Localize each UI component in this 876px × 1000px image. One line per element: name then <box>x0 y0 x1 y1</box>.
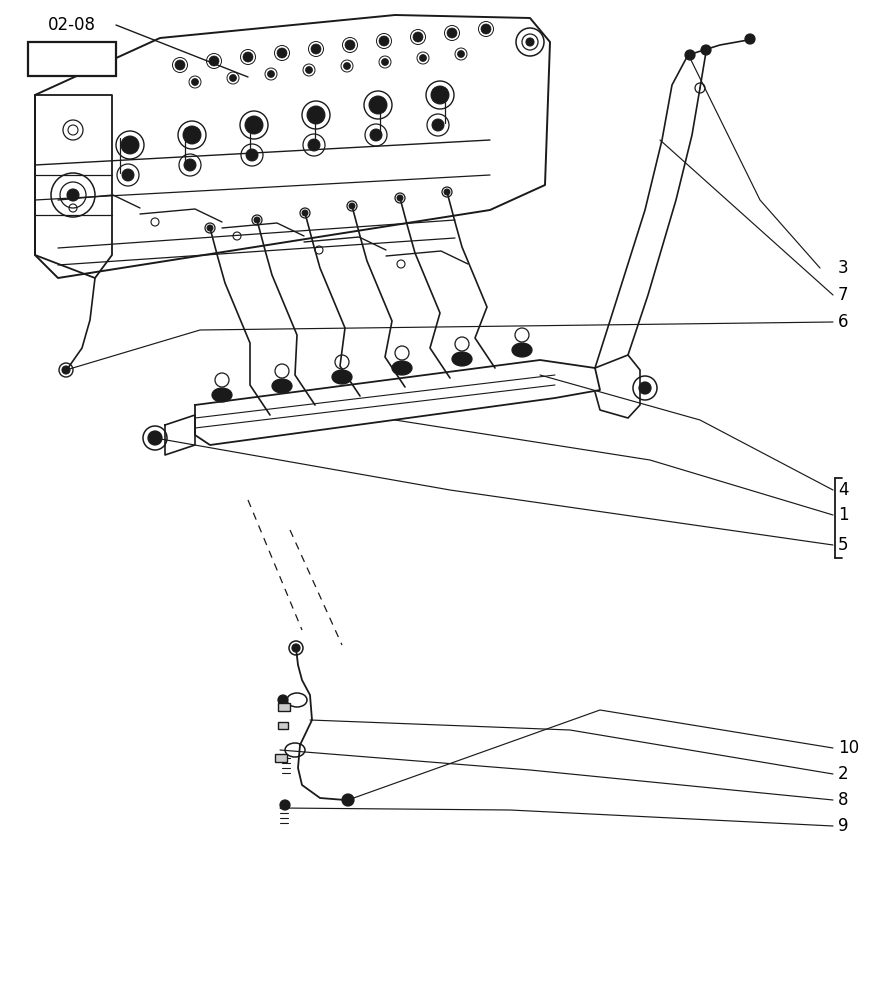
Circle shape <box>175 60 185 70</box>
Circle shape <box>62 366 70 374</box>
Text: 7: 7 <box>838 286 849 304</box>
Circle shape <box>379 36 389 46</box>
Circle shape <box>444 189 450 195</box>
Text: 8: 8 <box>838 791 849 809</box>
Circle shape <box>745 34 755 44</box>
Circle shape <box>701 45 711 55</box>
Ellipse shape <box>512 343 532 357</box>
Circle shape <box>183 126 201 144</box>
Circle shape <box>370 129 382 141</box>
Circle shape <box>246 149 258 161</box>
Circle shape <box>639 382 651 394</box>
Circle shape <box>311 44 321 54</box>
Text: 9: 9 <box>838 817 849 835</box>
Circle shape <box>184 159 196 171</box>
Text: 10: 10 <box>838 739 859 757</box>
Circle shape <box>67 189 79 201</box>
Circle shape <box>457 354 467 364</box>
Text: 2: 2 <box>838 765 849 783</box>
Circle shape <box>517 345 527 355</box>
Circle shape <box>245 116 263 134</box>
Text: 3: 3 <box>838 259 849 277</box>
Circle shape <box>207 225 213 231</box>
Bar <box>278 722 288 729</box>
Text: 4: 4 <box>838 481 849 499</box>
Circle shape <box>122 169 134 181</box>
Circle shape <box>431 86 449 104</box>
Ellipse shape <box>332 370 352 384</box>
Ellipse shape <box>392 361 412 375</box>
Ellipse shape <box>212 388 232 402</box>
Text: 02-08: 02-08 <box>48 16 96 34</box>
Circle shape <box>369 96 387 114</box>
Bar <box>28 42 116 76</box>
Circle shape <box>457 50 464 57</box>
Circle shape <box>278 695 288 705</box>
Circle shape <box>337 372 347 382</box>
Circle shape <box>397 195 403 201</box>
Ellipse shape <box>272 379 292 393</box>
Circle shape <box>292 644 300 652</box>
Circle shape <box>345 40 355 50</box>
Circle shape <box>192 79 199 86</box>
Text: 5: 5 <box>838 536 849 554</box>
Bar <box>275 754 287 762</box>
Circle shape <box>432 119 444 131</box>
Circle shape <box>121 136 139 154</box>
Circle shape <box>526 38 534 46</box>
Circle shape <box>277 381 287 391</box>
Circle shape <box>342 794 354 806</box>
Circle shape <box>209 56 219 66</box>
Circle shape <box>420 54 427 62</box>
Circle shape <box>447 28 457 38</box>
Circle shape <box>230 75 237 82</box>
Circle shape <box>382 58 388 66</box>
Circle shape <box>217 390 227 400</box>
Circle shape <box>307 106 325 124</box>
Bar <box>278 703 290 711</box>
Ellipse shape <box>452 352 472 366</box>
Text: 6: 6 <box>838 313 849 331</box>
Circle shape <box>413 32 423 42</box>
Circle shape <box>343 62 350 70</box>
Circle shape <box>308 139 320 151</box>
Circle shape <box>267 70 274 78</box>
Circle shape <box>685 50 695 60</box>
Circle shape <box>306 66 313 74</box>
Circle shape <box>148 431 162 445</box>
Circle shape <box>349 203 355 209</box>
Circle shape <box>254 217 260 223</box>
Circle shape <box>277 48 287 58</box>
Circle shape <box>481 24 491 34</box>
Text: 1: 1 <box>838 506 849 524</box>
Circle shape <box>397 363 407 373</box>
Circle shape <box>302 210 308 216</box>
Circle shape <box>280 800 290 810</box>
Circle shape <box>243 52 253 62</box>
